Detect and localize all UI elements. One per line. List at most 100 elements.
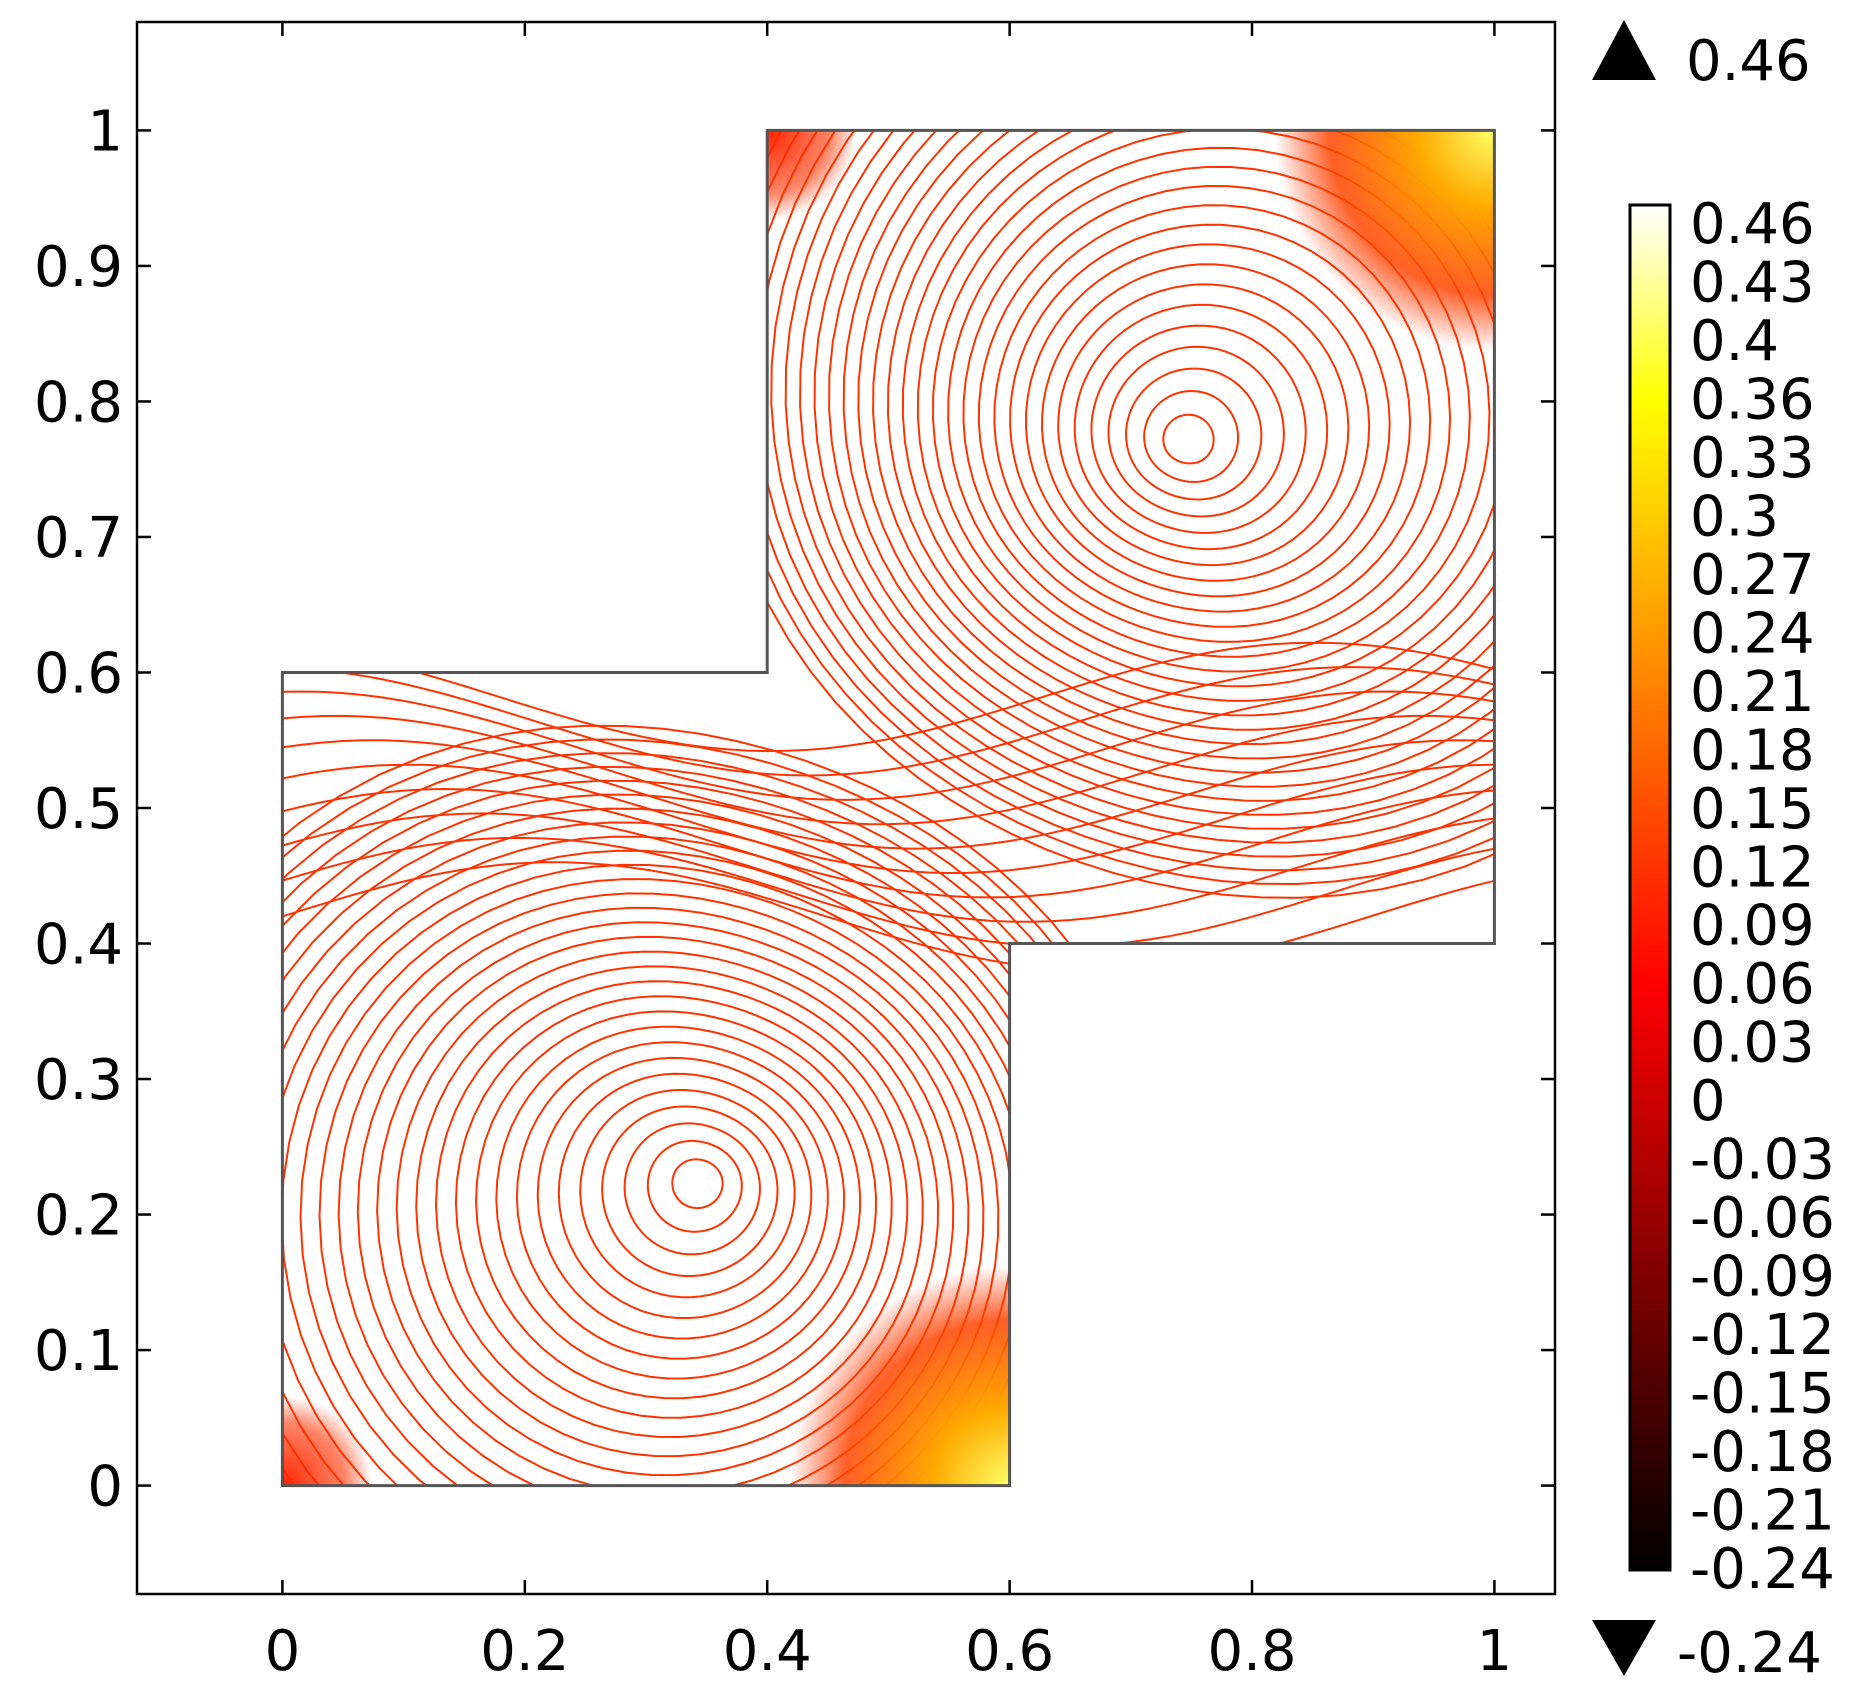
contour-line [282,666,1495,777]
contour-line [828,130,1495,788]
colorbar-tick-label: -0.09 [1690,1245,1835,1310]
contour-line [1073,303,1329,551]
x-tick-label: 1 [1477,1619,1513,1684]
contour-line [646,1139,743,1233]
colorbar-tick-label: 0.43 [1690,250,1815,315]
contour-line [474,1010,878,1400]
y-tick-label: 0.1 [34,1319,123,1384]
colorbar-tick-label: 0.15 [1690,777,1815,842]
contour-line [1057,283,1350,567]
y-tick-label: 0.8 [34,370,123,435]
contour-line [1009,223,1412,613]
colorbar-tick-label: -0.15 [1690,1362,1835,1427]
contour-line [579,1089,796,1299]
colorbar-tick-label: 0.33 [1690,426,1815,491]
contour-line [901,130,1495,717]
contour-line [282,779,1117,1486]
x-axis: 0 0.2 0.4 0.6 0.8 1 [265,22,1513,1684]
colorbar-tick-label: -0.18 [1690,1420,1835,1485]
colorbar-tick-label: -0.06 [1690,1186,1835,1251]
hot-corner-region [1274,130,1495,351]
colorbar-tick-label: 0.03 [1690,1011,1815,1076]
colorbar-tick-label: 0.21 [1690,660,1815,725]
contour-line [299,878,1015,1486]
contour-line [282,836,1495,948]
y-axis: 0 0.1 0.2 0.3 0.4 0.5 0.6 0.7 0.8 0.9 1 [34,99,1555,1520]
x-tick-label: 0.4 [723,1619,812,1684]
contour-line [282,849,1044,1486]
contour-line [557,1072,813,1319]
colorbar-tick-label: 0.09 [1690,894,1815,959]
y-tick-label: 1 [87,99,123,164]
y-tick-label: 0 [87,1455,123,1520]
contour-line [1125,367,1263,501]
contour-line [813,130,1495,802]
y-tick-label: 0.6 [34,641,123,706]
contour-line [770,130,1495,844]
colorbar-ticks: 0.460.430.40.360.330.30.270.240.210.180.… [1690,192,1835,1602]
y-tick-label: 0.2 [34,1184,123,1249]
contour-line [1162,413,1215,465]
colorbar-tick-label: 0.46 [1690,192,1815,257]
colorbar-tick-label: 0.12 [1690,835,1815,900]
contour-line [495,1025,862,1380]
contour-line [799,130,1495,816]
colorbar-min-label: -0.24 [1677,1621,1822,1686]
colorbar-tick-label: -0.21 [1690,1479,1835,1544]
colorbar-tick-label: -0.24 [1690,1537,1835,1602]
colorbar-max-label: 0.46 [1686,29,1811,94]
contour-line [671,1158,724,1210]
contour-line [282,714,1495,826]
contour-line [282,821,1073,1486]
contour-line [842,130,1495,774]
contour-line [282,835,1059,1486]
colorbar-tick-label: -0.03 [1690,1128,1835,1193]
y-tick-label: 0.4 [34,913,123,978]
contour-line [282,807,1088,1486]
contour-line [872,130,1495,746]
contour-line [1024,243,1391,598]
contour-line [282,763,1495,875]
contour-line [282,812,1495,923]
contour-line [282,765,1131,1486]
contour-line [886,130,1495,731]
contour-line [282,752,1145,1486]
y-tick-label: 0.9 [34,235,123,300]
contour-line [282,641,1495,753]
contour-line [282,724,1174,1486]
colorbar-tick-label: 0 [1690,1069,1726,1134]
colorbar-tick-label: 0.3 [1690,484,1779,549]
x-tick-label: 0.6 [965,1619,1054,1684]
contour-line [601,1105,779,1277]
x-tick-label: 0.8 [1207,1619,1296,1684]
contour-line [282,739,1495,850]
contour-line [1090,324,1307,534]
colorbar: 0.46 0.460.430.40.360.330.30.270.240.210… [1592,20,1835,1686]
x-tick-label: 0.2 [480,1619,569,1684]
domain-outline [280,128,1496,1488]
contour-line [282,793,1102,1486]
contour-line [282,861,1495,972]
colorbar-tick-label: 0.36 [1690,367,1815,432]
colorbar-tick-label: 0.06 [1690,952,1815,1017]
y-tick-label: 0.3 [34,1048,123,1113]
colorbar-tick-label: -0.12 [1690,1303,1835,1368]
contour-line [515,1041,846,1360]
contour-line [282,738,1159,1486]
colorbar-gradient [1628,203,1672,1572]
contour-line [784,130,1495,830]
contour-line [623,1122,761,1256]
colorbar-tick-label: 0.27 [1690,543,1815,608]
contour-line [282,690,1495,801]
colorbar-tick-label: 0.24 [1690,601,1815,666]
x-tick-label: 0 [265,1619,301,1684]
contour-line [282,787,1495,899]
contour-line [1040,263,1371,582]
contour-line [1143,389,1240,483]
min-triangle-icon [1592,1620,1656,1676]
contour-line [454,995,893,1419]
contour-line [536,1056,829,1340]
max-triangle-icon [1592,20,1656,80]
colorbar-tick-label: 0.18 [1690,718,1815,783]
